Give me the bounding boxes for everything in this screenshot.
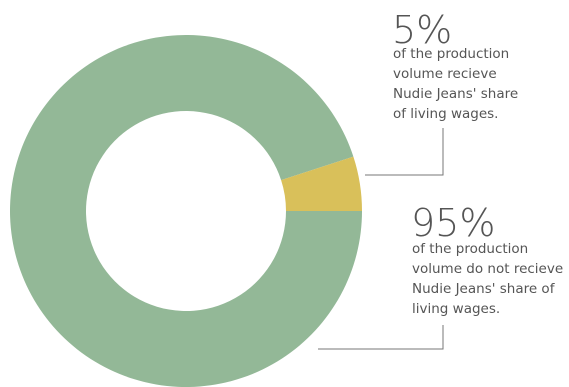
value-label: 95% — [411, 201, 496, 245]
slice-description: of the production volume recieve Nudie J… — [393, 46, 519, 122]
donut-slice — [10, 35, 362, 387]
leader-line — [318, 325, 444, 350]
leader-line — [365, 128, 444, 176]
donut-slice — [281, 156, 362, 211]
slice-description: of the production volume do not recieve … — [412, 241, 564, 317]
value-label: 5% — [392, 8, 453, 52]
